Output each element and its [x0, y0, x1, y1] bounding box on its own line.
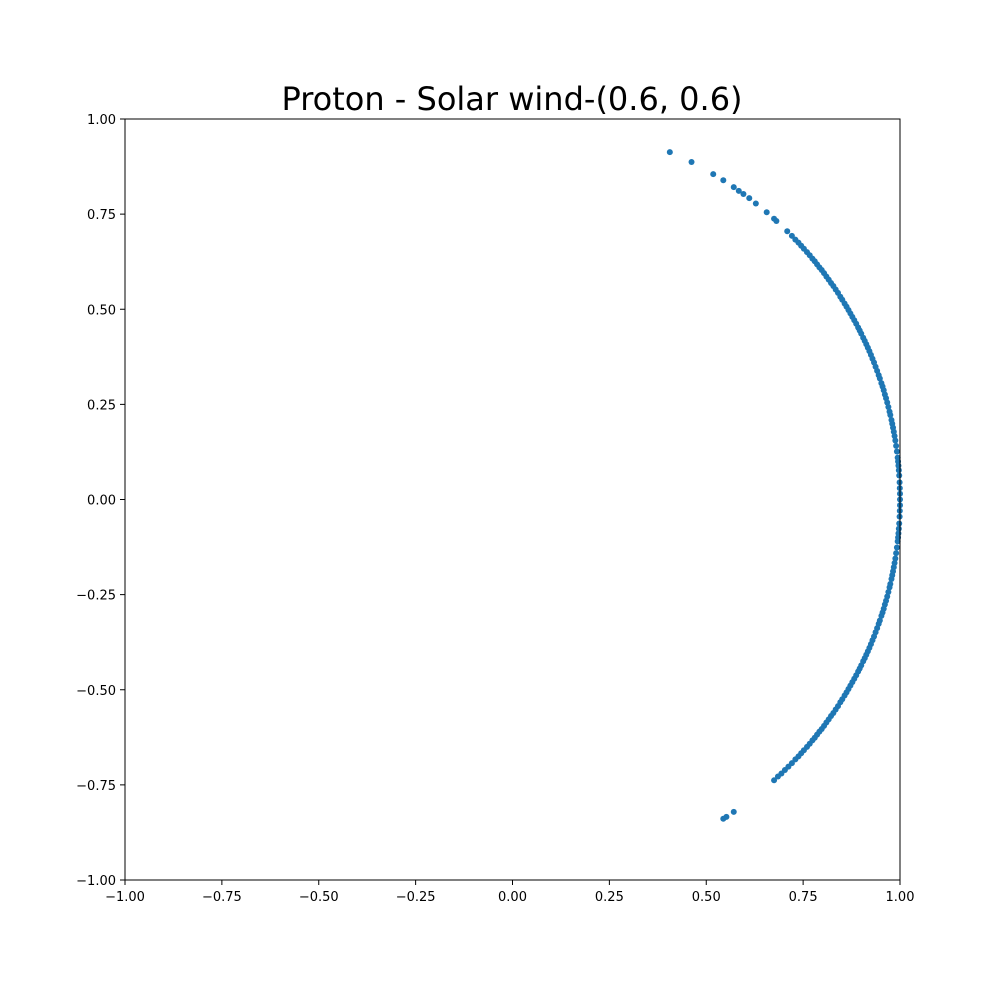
scatter-points — [666, 149, 903, 822]
chart-title: Proton - Solar wind-(0.6, 0.6) — [281, 80, 742, 118]
x-tick-label: 0.25 — [595, 890, 624, 905]
data-point — [792, 756, 799, 763]
data-point — [893, 448, 900, 455]
data-point — [891, 432, 898, 439]
x-tick-label: −0.50 — [299, 890, 339, 905]
data-point — [763, 209, 770, 216]
data-point — [896, 472, 903, 479]
data-point — [878, 612, 885, 619]
data-point — [885, 588, 892, 595]
data-point — [730, 184, 737, 191]
y-tick-label: 0.75 — [87, 208, 116, 223]
data-point — [784, 228, 791, 235]
data-point — [894, 538, 901, 545]
y-tick-label: −1.00 — [76, 874, 116, 889]
data-point — [885, 404, 892, 411]
x-axis: −1.00 −0.75 −0.50 −0.25 0.00 0.25 0.50 0.75 1.00 — [105, 880, 914, 905]
data-point — [688, 158, 695, 165]
x-tick-label: 0.50 — [692, 890, 721, 905]
data-point — [788, 232, 795, 239]
y-tick-label: 0.25 — [87, 398, 116, 413]
x-tick-label: 0.00 — [498, 890, 527, 905]
data-point — [746, 195, 753, 202]
y-tick-label: −0.50 — [76, 684, 116, 699]
data-point — [884, 399, 891, 406]
data-point — [893, 550, 900, 557]
x-tick-label: 1.00 — [886, 890, 915, 905]
x-tick-label: −0.75 — [202, 890, 242, 905]
y-tick-label: −0.25 — [76, 589, 116, 604]
y-tick-label: 0.00 — [87, 494, 116, 509]
data-point — [892, 555, 899, 562]
data-point — [887, 412, 894, 419]
data-point — [888, 576, 895, 583]
x-tick-label: −0.25 — [396, 890, 436, 905]
data-point — [774, 773, 781, 780]
y-tick-label: 0.50 — [87, 303, 116, 318]
data-point — [896, 520, 903, 527]
data-point — [740, 190, 747, 197]
data-point — [876, 375, 883, 382]
data-point — [735, 187, 742, 194]
data-point — [773, 217, 780, 224]
x-tick-label: −1.00 — [105, 890, 145, 905]
data-point — [752, 200, 759, 207]
data-point — [893, 442, 900, 449]
y-tick-label: −0.75 — [76, 779, 116, 794]
data-point — [893, 544, 900, 551]
data-point — [892, 437, 899, 444]
data-point — [771, 777, 778, 784]
data-point — [720, 815, 727, 822]
data-point — [710, 171, 717, 178]
y-tick-label: 1.00 — [87, 113, 116, 128]
x-tick-label: 0.75 — [789, 890, 818, 905]
data-point — [666, 149, 673, 156]
data-point — [730, 808, 737, 815]
plot-frame — [124, 118, 901, 881]
y-axis: −1.00 −0.75 −0.50 −0.25 0.00 0.25 0.50 0.75 1.00 — [76, 113, 125, 889]
data-point — [895, 467, 902, 474]
data-point — [886, 584, 893, 591]
data-point — [720, 177, 727, 184]
